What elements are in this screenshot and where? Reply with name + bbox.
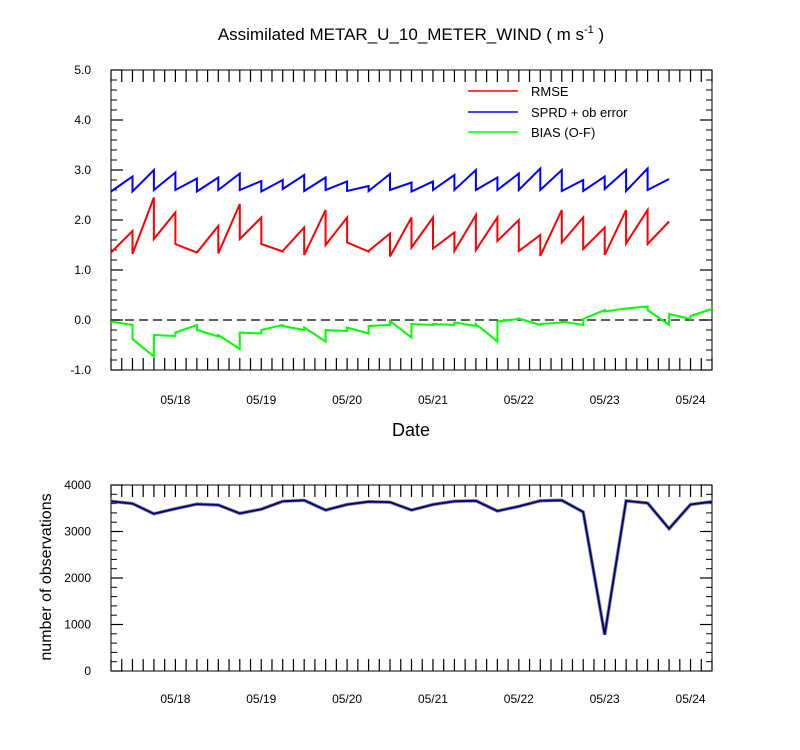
top-ticks (110, 69, 713, 371)
top-series-group (110, 166, 713, 359)
y-tick-label: 4.0 (74, 113, 91, 127)
x-tick-label: 05/20 (332, 692, 362, 706)
series-line-bias-o-f (110, 305, 713, 359)
x-tick-label: 05/19 (246, 393, 276, 407)
y-tick-label: 2.0 (74, 213, 91, 227)
series-line-number-of-observations (110, 499, 713, 635)
series-line-rmse (110, 197, 670, 257)
legend-label-rmse: RMSE (531, 84, 569, 99)
top-ytick-labels: -1.0 0.0 1.0 2.0 3.0 4.0 5.0 (70, 63, 91, 377)
bottom-xtick-labels: 05/18 05/19 05/20 05/21 05/22 05/23 05/24 (160, 692, 705, 706)
y-tick-label: 4000 (64, 478, 91, 492)
x-tick-label: 05/21 (418, 393, 448, 407)
y-tick-label: 3000 (64, 525, 91, 539)
x-tick-label: 05/23 (590, 393, 620, 407)
legend: RMSE SPRD + ob error BIAS (O-F) (468, 84, 628, 140)
x-tick-label: 05/22 (504, 393, 534, 407)
legend-label-bias: BIAS (O-F) (531, 125, 595, 140)
x-tick-label: 05/24 (676, 393, 706, 407)
y-tick-label: 0 (84, 664, 91, 678)
x-tick-label: 05/23 (590, 692, 620, 706)
legend-label-sprd: SPRD + ob error (531, 105, 628, 120)
bottom-plot-frame (110, 484, 713, 672)
x-tick-label: 05/21 (418, 692, 448, 706)
chart-title-main: Assimilated METAR_U_10_METER_WIND ( m s (218, 25, 584, 44)
x-axis-label: Date (392, 420, 430, 440)
x-tick-label: 05/19 (246, 692, 276, 706)
series-line-shadow (110, 498, 713, 636)
chart-title-end: ) (594, 25, 604, 44)
bottom-ytick-labels: 0 1000 2000 3000 4000 (64, 478, 91, 678)
y-tick-label: 3.0 (74, 163, 91, 177)
x-tick-label: 05/18 (160, 393, 190, 407)
bottom-ticks (110, 484, 713, 672)
series-line-sprd-ob-error (110, 166, 670, 194)
top-panel: -1.00.01.02.03.04.05.0 05/18 05/19 05/20 05… (70, 63, 713, 440)
chart-title: Assimilated METAR_U_10_METER_WIND ( m s-… (218, 24, 604, 44)
y-axis-label-observations: number of observations (38, 493, 55, 660)
x-tick-label: 05/22 (504, 692, 534, 706)
x-tick-label: 05/18 (160, 692, 190, 706)
x-tick-label: 05/20 (332, 393, 362, 407)
top-xtick-labels: 05/18 05/19 05/20 05/21 05/22 05/23 05/24 (160, 393, 705, 407)
y-tick-label: -1.0 (70, 363, 91, 377)
chart-title-superscript: -1 (584, 24, 594, 36)
y-tick-label: 2000 (64, 571, 91, 585)
bottom-series-group (110, 498, 713, 636)
y-tick-label: 1.0 (74, 263, 91, 277)
x-tick-label: 05/24 (676, 692, 706, 706)
y-tick-label: 1000 (64, 618, 91, 632)
y-tick-label: 5.0 (74, 63, 91, 77)
y-tick-label: 0.0 (74, 313, 91, 327)
